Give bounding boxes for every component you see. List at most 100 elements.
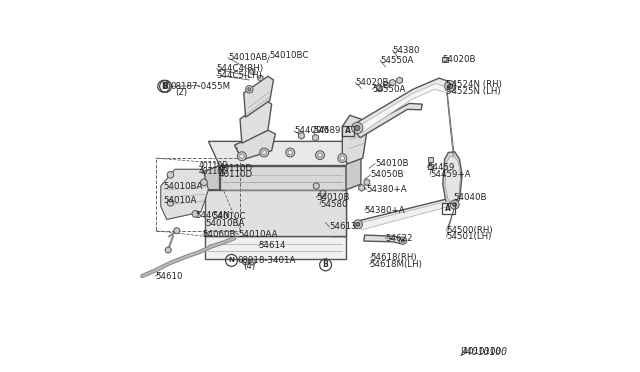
Circle shape <box>246 86 253 93</box>
Text: 54459+A: 54459+A <box>430 170 470 179</box>
Text: 544C5(LH): 544C5(LH) <box>216 71 262 80</box>
Text: 54040B: 54040B <box>453 193 486 202</box>
Text: 40110D: 40110D <box>219 164 253 173</box>
Text: 54614: 54614 <box>259 241 286 250</box>
Text: 54459: 54459 <box>427 163 454 172</box>
Text: 54010C: 54010C <box>212 212 246 221</box>
Circle shape <box>355 125 360 131</box>
Text: 54550A: 54550A <box>380 56 413 65</box>
Polygon shape <box>359 185 365 191</box>
Polygon shape <box>220 166 346 190</box>
Polygon shape <box>346 141 361 190</box>
Text: 54618(RH): 54618(RH) <box>370 253 417 262</box>
Circle shape <box>239 154 244 158</box>
Text: 54550A: 54550A <box>372 85 406 94</box>
Polygon shape <box>342 115 367 164</box>
Circle shape <box>340 156 344 160</box>
Polygon shape <box>240 100 271 143</box>
Circle shape <box>174 228 180 234</box>
Circle shape <box>401 239 404 242</box>
Text: 54010BA: 54010BA <box>164 182 203 190</box>
Polygon shape <box>243 259 248 265</box>
Circle shape <box>165 247 172 253</box>
Text: 54010A: 54010A <box>164 196 197 205</box>
Text: 08187-0455M: 08187-0455M <box>170 82 230 91</box>
Text: 54525N (LH): 54525N (LH) <box>447 87 501 96</box>
Text: 54010BC: 54010BC <box>270 51 309 60</box>
Text: 54010AA: 54010AA <box>238 230 278 239</box>
Polygon shape <box>442 57 448 62</box>
Circle shape <box>237 152 246 161</box>
Text: 54060B: 54060B <box>203 230 236 239</box>
Circle shape <box>338 154 347 163</box>
Circle shape <box>167 199 174 206</box>
Polygon shape <box>443 152 462 206</box>
Circle shape <box>356 222 360 226</box>
Circle shape <box>353 220 362 229</box>
Text: 40110D: 40110D <box>219 170 253 179</box>
Polygon shape <box>298 132 304 139</box>
Circle shape <box>200 179 207 186</box>
Polygon shape <box>234 130 275 160</box>
Text: 54622: 54622 <box>385 234 413 243</box>
Text: 54610: 54610 <box>156 272 183 280</box>
Text: B: B <box>163 82 168 91</box>
Polygon shape <box>320 190 326 197</box>
Text: J4010100: J4010100 <box>461 347 508 356</box>
Circle shape <box>192 211 199 217</box>
Polygon shape <box>209 141 357 166</box>
Polygon shape <box>445 156 461 203</box>
Text: 54613: 54613 <box>330 222 357 231</box>
Polygon shape <box>314 183 319 189</box>
Polygon shape <box>250 259 255 265</box>
Circle shape <box>316 151 324 160</box>
Circle shape <box>445 81 456 92</box>
Circle shape <box>399 237 406 244</box>
Text: 40110D: 40110D <box>199 161 229 170</box>
Circle shape <box>248 88 251 91</box>
Text: 54380: 54380 <box>392 46 420 55</box>
Text: J4010100: J4010100 <box>461 347 502 356</box>
Polygon shape <box>250 68 255 74</box>
Text: 544C4N: 544C4N <box>195 211 230 220</box>
Text: N: N <box>228 257 234 263</box>
Text: 54524N (RH): 54524N (RH) <box>447 80 502 89</box>
Circle shape <box>453 203 456 206</box>
Text: 54010BA: 54010BA <box>205 219 244 228</box>
Circle shape <box>351 122 363 134</box>
Polygon shape <box>355 103 422 138</box>
Text: 54501(LH): 54501(LH) <box>447 232 492 241</box>
Circle shape <box>262 150 266 155</box>
Text: 54380+A: 54380+A <box>365 206 405 215</box>
Polygon shape <box>359 84 449 133</box>
Polygon shape <box>161 169 209 219</box>
Text: 54010B: 54010B <box>316 193 350 202</box>
Text: 54500(RH): 54500(RH) <box>447 226 493 235</box>
Polygon shape <box>331 164 346 236</box>
Text: B: B <box>323 260 328 269</box>
Text: 54020B: 54020B <box>355 78 389 87</box>
Polygon shape <box>244 76 273 117</box>
Polygon shape <box>205 166 220 190</box>
Polygon shape <box>359 202 453 230</box>
Text: 40110D: 40110D <box>199 167 229 176</box>
Text: 54400M: 54400M <box>294 126 329 135</box>
Polygon shape <box>356 199 458 228</box>
Text: 54618M(LH): 54618M(LH) <box>369 260 422 269</box>
Text: B: B <box>161 82 166 91</box>
Polygon shape <box>428 157 433 162</box>
Text: 544C4(RH): 544C4(RH) <box>216 64 264 73</box>
Text: 54580: 54580 <box>320 200 348 209</box>
Polygon shape <box>364 235 402 244</box>
Text: (4): (4) <box>244 262 256 271</box>
Polygon shape <box>397 77 403 84</box>
Circle shape <box>447 84 453 89</box>
Polygon shape <box>390 79 396 86</box>
Circle shape <box>167 171 174 178</box>
Polygon shape <box>428 164 433 169</box>
Polygon shape <box>364 179 370 186</box>
Circle shape <box>260 148 269 157</box>
Text: A: A <box>445 204 451 213</box>
Circle shape <box>288 150 292 155</box>
Text: 54050B: 54050B <box>371 170 404 179</box>
